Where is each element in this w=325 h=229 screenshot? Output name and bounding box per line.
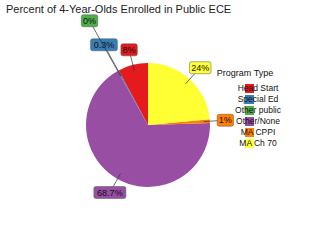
svg-text:8%: 8% (123, 45, 136, 55)
svg-text:MA CPPI: MA CPPI (241, 127, 275, 137)
html-text:Percent of 4-Year-Olds Enrolle: Percent of 4-Year-Olds Enrolled in Publi… (6, 3, 232, 15)
svg-text:Program Type: Program Type (217, 68, 273, 78)
svg-text:0.3%: 0.3% (94, 40, 115, 50)
svg-text:24%: 24% (191, 63, 209, 73)
svg-text:68.7%: 68.7% (97, 188, 123, 198)
svg-text:Head Start: Head Start (238, 83, 279, 93)
svg-text:1%: 1% (219, 115, 232, 125)
svg-text:0%: 0% (83, 16, 96, 26)
svg-text:Special Ed: Special Ed (238, 94, 279, 104)
svg-text:MA Ch 70: MA Ch 70 (239, 138, 277, 148)
svg-text:Other public: Other public (235, 105, 282, 115)
svg-text:Other/None: Other/None (236, 116, 280, 126)
